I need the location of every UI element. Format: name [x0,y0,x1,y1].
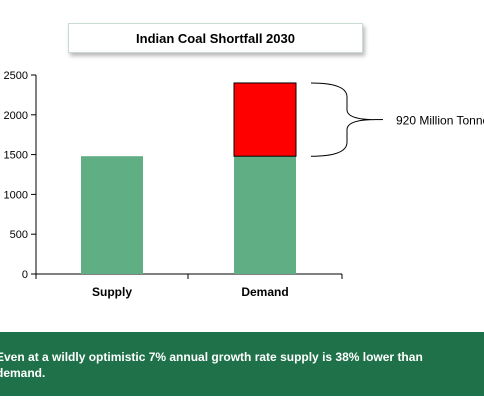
y-tick-label: 1500 [4,150,28,162]
footer-text-line-1: Even at a wildly optimistic 7% annual gr… [0,350,423,364]
x-tick-label-supply: Supply [92,285,132,299]
chart-title: Indian Coal Shortfall 2030 [68,23,363,53]
bar-demand-segment-2 [233,82,297,157]
annotation-label: 920 Million Tonnes [396,114,484,128]
bar-demand-segment-1 [234,156,296,274]
y-tick-label: 2000 [4,110,28,122]
annotation-brace [310,82,376,157]
y-tick-label: 500 [10,229,28,241]
y-tick-label: 1000 [4,189,28,201]
bar-chart: 0 500 1000 1500 2000 2500 Supply Demand 920 Mill… [4,70,484,299]
y-tick-label: 2500 [4,70,28,82]
x-tick-label-demand: Demand [241,285,288,299]
bar-supply-segment-1 [81,156,143,274]
footer-text-line-2: demand. [0,366,46,380]
y-tick-label: 0 [22,269,28,281]
footer-banner: Even at a wildly optimistic 7% annual gr… [0,332,484,396]
